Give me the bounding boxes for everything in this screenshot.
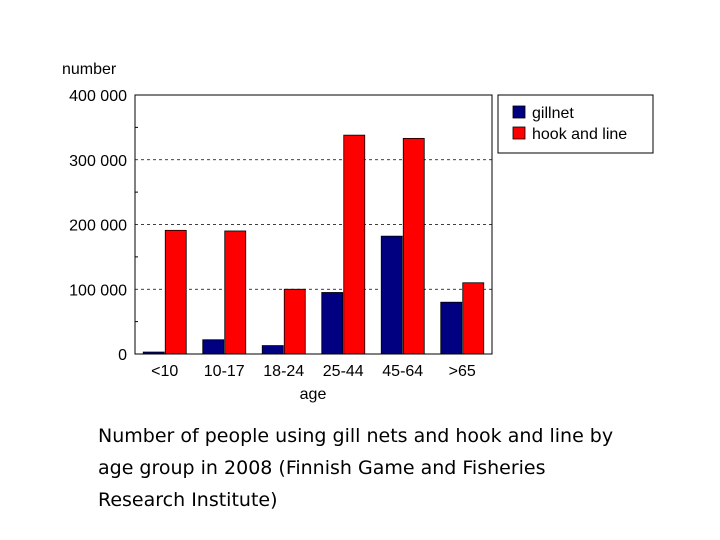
bars xyxy=(142,134,485,355)
x-tick-labels: <10 10-17 18-24 25-44 45-64 >65 xyxy=(151,363,476,380)
legend-label-gillnet: gillnet xyxy=(532,105,574,122)
bar-hook-and-line xyxy=(283,288,306,355)
y-tick-labels: 0 100 000 200 000 300 000 400 000 xyxy=(69,88,138,364)
gridlines xyxy=(135,159,492,290)
y-tick-label: 400 000 xyxy=(69,88,127,105)
legend-swatch-gillnet xyxy=(512,105,526,119)
bar-hook-and-line xyxy=(164,229,187,355)
legend-label-hook-and-line: hook and line xyxy=(532,126,627,143)
bar-hook-and-line xyxy=(343,134,366,355)
legend-swatch-hook-and-line xyxy=(512,126,526,140)
bar-gillnet xyxy=(380,235,403,355)
x-tick-label: 10-17 xyxy=(204,363,245,380)
x-tick-label: >65 xyxy=(449,363,476,380)
y-tick-label: 200 000 xyxy=(69,218,127,235)
x-axis-label: age xyxy=(300,386,327,403)
bar-gillnet xyxy=(202,339,225,355)
y-tick-label: 100 000 xyxy=(69,282,127,299)
x-tick-label: 25-44 xyxy=(323,363,364,380)
bar-gillnet xyxy=(321,292,344,355)
plot-frame xyxy=(134,94,493,355)
bar-gillnet xyxy=(261,345,284,355)
bar-hook-and-line xyxy=(462,282,485,355)
legend-box xyxy=(497,94,654,154)
y-tick-label: 300 000 xyxy=(69,153,127,170)
y-axis-label: number xyxy=(62,61,117,78)
x-tick-label: 45-64 xyxy=(382,363,423,380)
bar-chart: number age 0 100 000 200 000 300 000 400 000… xyxy=(62,61,654,403)
x-tick-label: 18-24 xyxy=(263,363,304,380)
legend: gillnet hook and line xyxy=(497,94,654,154)
y-tick-label: 0 xyxy=(118,347,127,364)
figure-caption: Number of people using gill nets and hoo… xyxy=(98,425,614,511)
bar-hook-and-line xyxy=(402,137,425,355)
x-tick-label: <10 xyxy=(151,363,178,380)
bar-hook-and-line xyxy=(224,230,247,355)
bar-gillnet xyxy=(440,301,463,355)
